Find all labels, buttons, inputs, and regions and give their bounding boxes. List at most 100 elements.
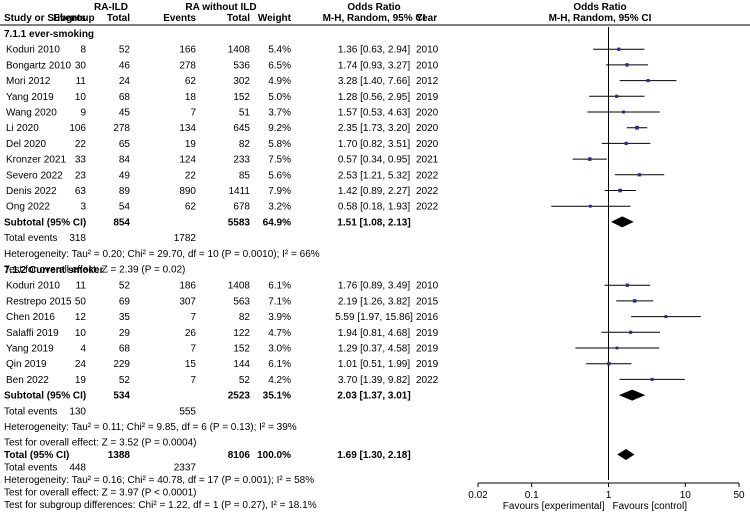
study-name: Li 2020 xyxy=(6,123,39,134)
study-name: Qin 2019 xyxy=(6,359,47,370)
overall-effect-text: Test for overall effect: Z = 3.52 (P = 0… xyxy=(4,438,197,449)
events1-header: Events xyxy=(53,13,86,24)
grand-total-events-label: Total events xyxy=(4,463,57,474)
subtotal-total-ra-without-ild: 5583 xyxy=(228,217,251,228)
study-year: 2020 xyxy=(416,108,439,119)
total-ra-without-ild: 82 xyxy=(239,139,251,150)
study-odds-ratio: 3.28 [1.40, 7.66] xyxy=(338,76,411,87)
total-ra-ild: 69 xyxy=(119,296,131,307)
total-ra-ild: 68 xyxy=(119,92,131,103)
events2-header: Events xyxy=(163,13,196,24)
subgroup-differences-text: Test for subgroup differences: Chi² = 1.… xyxy=(4,500,317,511)
study-weight: 9.2% xyxy=(268,123,291,134)
total-ra-without-ild: 52 xyxy=(239,375,251,386)
study-weight: 3.9% xyxy=(268,312,291,323)
x-tick-label: 0.1 xyxy=(525,490,539,501)
subtotal-odds-ratio: 1.51 [1.08, 2.13] xyxy=(337,217,410,228)
events-ra-ild: 19 xyxy=(75,375,87,386)
total-ra-without-ild: 1411 xyxy=(228,186,250,197)
total-events-ra-without-ild: 555 xyxy=(179,406,196,417)
events-ra-ild: 10 xyxy=(75,92,87,103)
events-ra-ild: 23 xyxy=(75,170,87,181)
study-effect-box xyxy=(615,94,619,98)
grand-total-ra-ild: 1388 xyxy=(108,450,131,461)
study-year: 2022 xyxy=(416,202,439,213)
events-ra-without-ild: 890 xyxy=(179,186,196,197)
total-ra-without-ild: 152 xyxy=(233,92,250,103)
study-odds-ratio: 1.70 [0.82, 3.51] xyxy=(338,139,411,150)
study-weight: 4.9% xyxy=(268,76,291,87)
events-ra-ild: 12 xyxy=(75,312,87,323)
events-ra-ild: 11 xyxy=(76,281,87,292)
group2-header: RA without ILD xyxy=(185,2,256,13)
total-events-ra-without-ild: 1782 xyxy=(174,233,197,244)
study-weight: 3.7% xyxy=(268,108,291,119)
study-odds-ratio: 1.57 [0.53, 4.63] xyxy=(338,108,411,119)
study-odds-ratio: 1.28 [0.56, 2.95] xyxy=(338,92,411,103)
study-odds-ratio: 2.35 [1.73, 3.20] xyxy=(338,123,411,134)
total-ra-ild: 46 xyxy=(119,60,131,71)
x-tick-label: 10 xyxy=(680,490,692,501)
subtotal-weight: 64.9% xyxy=(263,217,291,228)
study-effect-box xyxy=(629,330,633,334)
study-effect-box xyxy=(618,188,622,193)
subgroup-title: 7.1.2 Current smoker xyxy=(4,265,104,276)
total-ra-ild: 52 xyxy=(119,45,131,56)
study-effect-box xyxy=(637,173,642,177)
events-ra-ild: 10 xyxy=(75,328,87,339)
study-weight: 4.2% xyxy=(268,375,291,386)
total-events-ra-ild: 130 xyxy=(69,406,86,417)
study-name: Ben 2022 xyxy=(6,375,49,386)
total-ra-without-ild: 563 xyxy=(233,296,250,307)
total-ra-ild: 35 xyxy=(119,312,131,323)
events-ra-without-ild: 19 xyxy=(185,139,197,150)
study-effect-box xyxy=(607,362,611,366)
grand-total-weight: 100.0% xyxy=(257,450,291,461)
grand-total-ra-without-ild: 8106 xyxy=(228,450,251,461)
events-ra-ild: 22 xyxy=(75,139,87,150)
study-name: Ong 2022 xyxy=(6,202,50,213)
study-weight: 6.5% xyxy=(268,60,291,71)
x-tick-label: 0.02 xyxy=(468,490,488,501)
study-effect-box xyxy=(622,110,626,114)
plot-subtitle: M-H, Random, 95% CI xyxy=(549,13,652,24)
study-odds-ratio: 2.19 [1.26, 3.82] xyxy=(338,296,411,307)
events-ra-without-ild: 166 xyxy=(179,45,196,56)
events-ra-without-ild: 7 xyxy=(190,344,196,355)
events-ra-ild: 24 xyxy=(75,359,87,370)
events-ra-without-ild: 26 xyxy=(185,328,197,339)
subtotal-diamond xyxy=(611,216,634,228)
study-weight: 6.1% xyxy=(268,281,291,292)
study-year: 2012 xyxy=(416,76,439,87)
total-ra-without-ild: 85 xyxy=(239,170,251,181)
study-name: Denis 2022 xyxy=(6,186,57,197)
subtotal-label: Subtotal (95% CI) xyxy=(4,217,86,228)
events-ra-without-ild: 7 xyxy=(190,312,196,323)
overall-diamond xyxy=(617,449,635,460)
study-year: 2019 xyxy=(416,328,439,339)
study-name: Del 2020 xyxy=(6,139,46,150)
total-ra-without-ild: 1408 xyxy=(228,45,251,56)
study-year: 2010 xyxy=(416,281,439,292)
subtotal-diamond xyxy=(619,389,646,401)
total-ra-ild: 54 xyxy=(119,202,131,213)
subtotal-weight: 35.1% xyxy=(263,391,291,402)
study-weight: 5.6% xyxy=(268,170,291,181)
total-ra-without-ild: 152 xyxy=(233,344,250,355)
total-events-ra-ild: 318 xyxy=(69,233,86,244)
events-ra-ild: 3 xyxy=(80,202,86,213)
events-ra-without-ild: 186 xyxy=(179,281,196,292)
total-ra-ild: 52 xyxy=(119,281,131,292)
events-ra-without-ild: 62 xyxy=(185,76,197,87)
events-ra-without-ild: 278 xyxy=(179,60,196,71)
events-ra-without-ild: 15 xyxy=(185,359,197,370)
total-ra-without-ild: 536 xyxy=(233,60,250,71)
favours-experimental-label: Favours [experimental] xyxy=(503,501,605,512)
study-effect-box xyxy=(646,79,650,83)
weight-header: Weight xyxy=(258,13,292,24)
total1-header: Total xyxy=(107,13,130,24)
study-year: 2022 xyxy=(416,375,439,386)
study-odds-ratio: 2.53 [1.21, 5.32] xyxy=(338,170,411,181)
study-odds-ratio: 1.94 [0.81, 4.68] xyxy=(338,328,411,339)
events-ra-ild: 50 xyxy=(75,296,87,307)
